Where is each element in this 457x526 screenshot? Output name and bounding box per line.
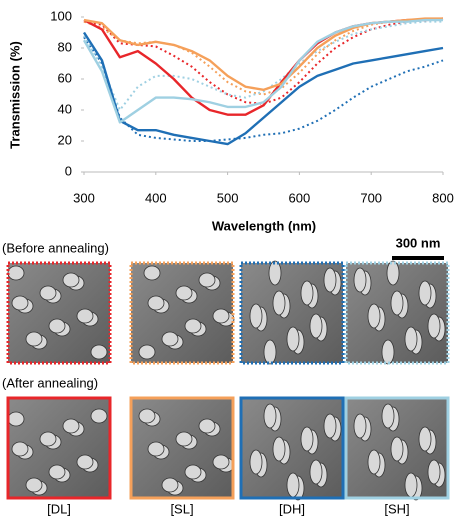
sem-feature	[48, 318, 66, 334]
sem-feature	[263, 339, 277, 365]
sem-frame	[129, 261, 235, 365]
x-tick-label: 400	[145, 190, 167, 205]
y-tick-label: 40	[58, 101, 72, 116]
sem-feature	[11, 295, 29, 311]
sem-feature	[367, 449, 381, 475]
x-tick-label: 600	[289, 190, 311, 205]
sem-feature	[367, 303, 381, 329]
sem-frame	[129, 396, 235, 500]
sem-frame	[6, 396, 112, 500]
column-label: [SH]	[384, 501, 409, 516]
sem-feature	[48, 464, 66, 480]
sem-feature	[286, 326, 300, 352]
column-label: [DL]	[47, 501, 71, 516]
sem-feature	[268, 260, 282, 286]
sem-feature	[309, 459, 323, 485]
sem-frame	[344, 261, 450, 365]
sem-feature	[198, 418, 216, 434]
sem-feature	[212, 308, 230, 324]
row-label: (After annealing)	[2, 375, 98, 390]
sem-feature	[418, 426, 432, 452]
sem-feature	[161, 477, 179, 493]
sem-feature	[62, 272, 80, 288]
sem-feature	[286, 472, 300, 498]
series-line	[83, 20, 443, 111]
sem-feature	[175, 285, 193, 301]
y-tick-label: 20	[58, 132, 72, 147]
sem-feature	[198, 272, 216, 288]
sem-feature	[272, 436, 286, 462]
sem-frame	[239, 396, 345, 500]
sem-feature	[386, 260, 400, 286]
sem-feature	[323, 267, 337, 293]
sem-frame	[6, 261, 112, 365]
sem-feature	[427, 313, 441, 339]
sem-feature	[39, 285, 57, 301]
sem-feature	[212, 454, 230, 470]
series-line	[82, 18, 443, 124]
x-tick-label: 700	[360, 190, 382, 205]
sem-feature	[39, 431, 57, 447]
x-tick-label: 500	[217, 190, 239, 205]
sem-feature	[381, 403, 395, 429]
sem-feature	[147, 441, 165, 457]
series-line	[83, 17, 443, 92]
sem-feature	[62, 418, 80, 434]
sem-feature	[404, 472, 418, 498]
sem-feature	[138, 408, 156, 424]
sem-feature	[323, 413, 337, 439]
sem-feature	[249, 449, 263, 475]
y-tick-label: 100	[50, 8, 72, 23]
sem-feature	[184, 318, 202, 334]
sem-feature	[138, 344, 156, 360]
sem-feature	[300, 280, 314, 306]
sem-feature	[427, 459, 441, 485]
y-tick-label: 80	[58, 39, 72, 54]
sem-feature	[390, 290, 404, 316]
sem-feature	[175, 431, 193, 447]
sem-feature	[161, 331, 179, 347]
sem-feature	[76, 308, 94, 324]
sem-feature	[418, 280, 432, 306]
sem-feature	[11, 441, 29, 457]
series-line	[83, 17, 444, 116]
sem-feature	[25, 477, 43, 493]
sem-feature	[7, 411, 25, 427]
sem-feature	[353, 413, 367, 439]
row-label: (Before annealing)	[2, 240, 109, 255]
scale-bar-label: 300 nm	[396, 235, 441, 250]
sem-feature	[390, 436, 404, 462]
y-tick-label: 0	[65, 163, 72, 178]
x-axis-title: Wavelength (nm)	[212, 218, 316, 233]
column-label: [SL]	[170, 501, 193, 516]
sem-feature	[272, 290, 286, 316]
sem-feature	[263, 403, 277, 429]
sem-frame	[239, 261, 345, 365]
sem-feature	[309, 313, 323, 339]
x-tick-label: 300	[73, 190, 95, 205]
x-tick-label: 800	[432, 190, 454, 205]
sem-feature	[90, 408, 108, 424]
sem-feature	[147, 295, 165, 311]
sem-feature	[7, 265, 25, 281]
series-line	[83, 36, 444, 142]
sem-feature	[353, 267, 367, 293]
y-tick-label: 60	[58, 70, 72, 85]
sem-feature	[404, 326, 418, 352]
column-label: [DH]	[279, 501, 305, 516]
sem-feature	[25, 331, 43, 347]
sem-feature	[300, 426, 314, 452]
sem-feature	[76, 454, 94, 470]
sem-frame	[344, 396, 450, 500]
sem-feature	[143, 265, 161, 281]
y-axis-title: Transmission (%)	[7, 41, 22, 149]
sem-feature	[184, 464, 202, 480]
sem-feature	[249, 303, 263, 329]
sem-feature	[90, 344, 108, 360]
series-line	[82, 31, 444, 146]
sem-feature	[381, 339, 395, 365]
